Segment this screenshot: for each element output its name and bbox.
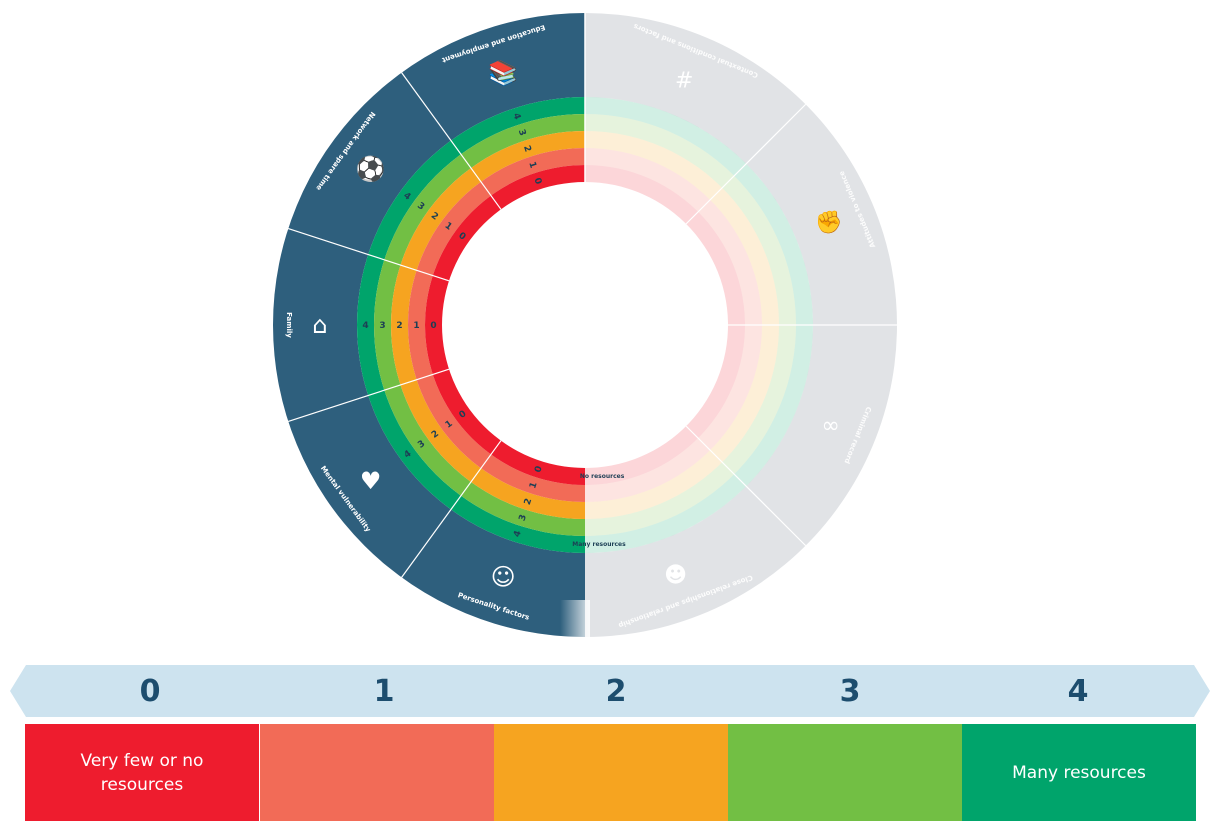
- ring-level-4-4: 4: [512, 530, 523, 539]
- ring-level-0-2: 2: [521, 144, 532, 153]
- ring-level-1-4: 4: [401, 191, 412, 203]
- handcuffs-icon: ∞: [822, 413, 840, 438]
- ring-level-0-3: 3: [516, 128, 527, 137]
- heart-icon: ♥: [360, 467, 382, 495]
- level-4-caption: Many resources: [572, 541, 626, 548]
- faded-divider-2: [685, 425, 807, 547]
- active-divider-2: [288, 228, 450, 282]
- scale-number-4: 4: [1067, 674, 1089, 709]
- scale-box-4: Many resources: [962, 724, 1196, 821]
- ring-level-1-1: 1: [443, 221, 454, 233]
- ring-level-3-0: 0: [458, 409, 469, 421]
- active-divider-0: [401, 440, 502, 578]
- scale-arrow-shape: [10, 665, 1210, 717]
- active-divider-1: [288, 368, 450, 422]
- ring-level-3-2: 2: [430, 429, 441, 441]
- ring-level-0-0: 0: [532, 177, 543, 186]
- scale-number-2: 2: [605, 674, 627, 709]
- fist-icon: ✊: [815, 209, 842, 235]
- ring-level-3-4: 4: [403, 449, 414, 461]
- ring-level-2-0: 0: [430, 321, 436, 331]
- scale-number-3: 3: [839, 674, 861, 709]
- ring-level-2-3: 3: [379, 321, 385, 331]
- ring-level-2-1: 1: [413, 321, 419, 331]
- faded-divider-0: [685, 103, 807, 225]
- active-segments-band: [273, 13, 585, 637]
- house-heart-icon: ⌂: [312, 311, 327, 339]
- ring-level-2-4: 4: [362, 321, 368, 331]
- ring-level-0-1: 1: [526, 161, 537, 170]
- faded-half: [504, 13, 897, 638]
- ring-level-1-3: 3: [415, 201, 426, 213]
- ring-level-0-4: 4: [510, 112, 521, 121]
- ring-level-3-3: 3: [416, 439, 427, 451]
- scale-label-4: Many resources: [1012, 762, 1146, 783]
- people-icon: ☻: [664, 563, 687, 588]
- scale-label-0: Very few or no resources: [80, 750, 204, 795]
- books-icon: 📚: [488, 59, 518, 87]
- active-divider-3: [401, 72, 502, 210]
- ring-level-4-0: 0: [533, 465, 544, 474]
- ring-level-4-3: 3: [518, 513, 529, 522]
- ring-level-1-2: 2: [429, 211, 440, 223]
- scale-number-1: 1: [373, 674, 395, 709]
- scale-box-0: Very few or no resources: [25, 724, 259, 821]
- segment-label-2: Family: [285, 312, 293, 338]
- scale-box-2: [494, 724, 728, 821]
- scale-box-1: [260, 724, 494, 821]
- soccer-ball-icon: ⚽: [355, 155, 386, 183]
- faces-icon: ☺: [491, 563, 516, 591]
- scale-arrow-band: [10, 665, 1210, 717]
- scale-box-3: [728, 724, 962, 821]
- ring-level-2-2: 2: [396, 321, 402, 331]
- level-0-caption: No resources: [580, 473, 625, 480]
- bottom-edge-fade: [560, 600, 590, 640]
- active-ring-4: [425, 165, 585, 485]
- ring-level-1-0: 0: [456, 231, 467, 243]
- ring-level-4-2: 2: [523, 497, 534, 506]
- scale-number-0: 0: [139, 674, 161, 709]
- faded-segments-band: [504, 13, 897, 638]
- cage-icon: #: [675, 68, 693, 93]
- active-half: [273, 13, 585, 637]
- divider-lines: [288, 13, 897, 578]
- ring-level-3-1: 1: [444, 419, 455, 431]
- ring-level-4-1: 1: [528, 481, 539, 490]
